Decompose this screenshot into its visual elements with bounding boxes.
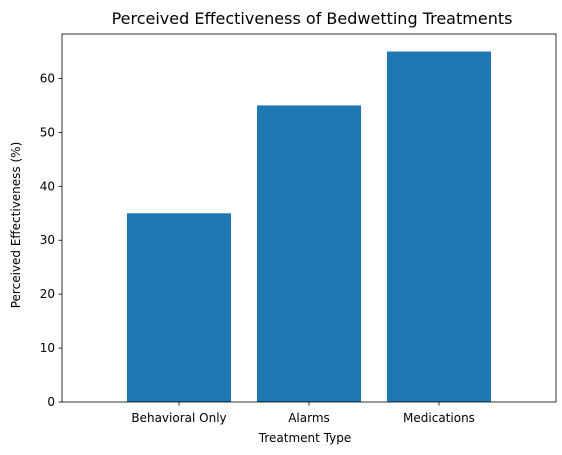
bars-layer (127, 51, 491, 403)
y-tick-label: 40 (40, 179, 55, 193)
y-tick-label: 50 (40, 125, 55, 139)
x-tick-label: Medications (403, 411, 475, 425)
y-tick-label: 0 (47, 395, 55, 409)
x-tick-label: Behavioral Only (131, 411, 226, 425)
bar-behavioral-only (127, 213, 231, 402)
bar-medications (387, 51, 491, 403)
x-tick-label: Alarms (288, 411, 330, 425)
y-tick-label: 30 (40, 233, 55, 247)
y-tick-label: 10 (40, 341, 55, 355)
y-tick-label: 20 (40, 287, 55, 301)
bar-alarms (257, 105, 361, 402)
y-tick-label: 60 (40, 71, 55, 85)
x-axis-label: Treatment Type (258, 431, 351, 445)
y-axis-label: Perceived Effectiveness (%) (9, 142, 23, 309)
chart-title: Perceived Effectiveness of Bedwetting Tr… (112, 9, 513, 28)
axes-layer: 0 10 20 30 40 50 60 Behavioral Only Alarms Medica… (40, 33, 557, 425)
